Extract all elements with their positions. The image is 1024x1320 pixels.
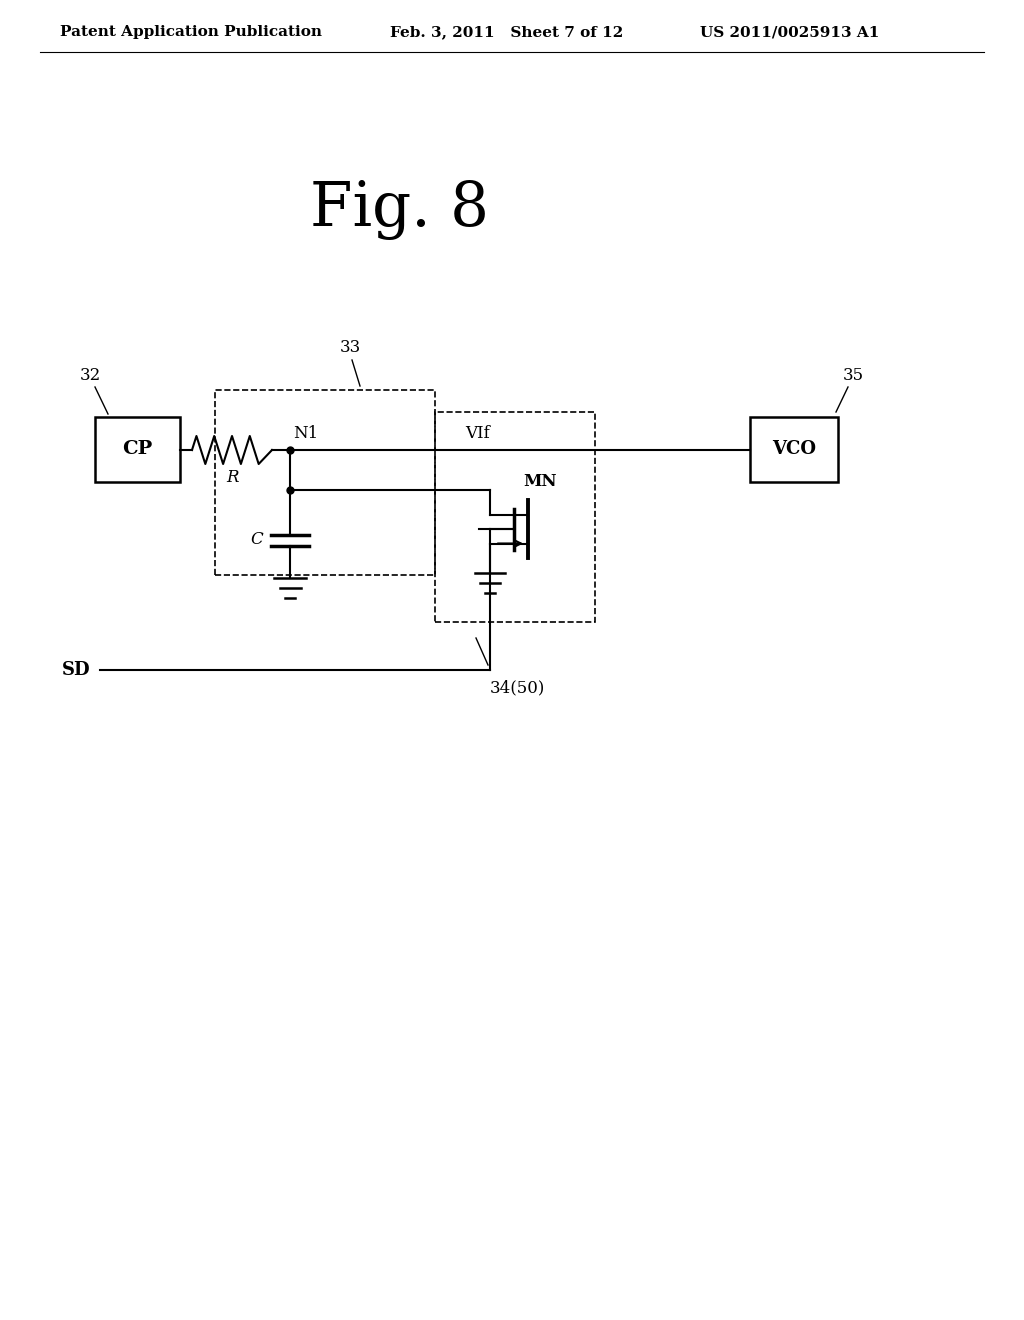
Text: Fig. 8: Fig. 8 bbox=[310, 180, 489, 240]
Text: VIf: VIf bbox=[465, 425, 489, 441]
Text: CP: CP bbox=[123, 441, 153, 458]
Text: 34(50): 34(50) bbox=[490, 680, 546, 697]
Bar bbox=[95, 417, 180, 482]
Bar bbox=[750, 417, 838, 482]
Text: 35: 35 bbox=[843, 367, 864, 384]
Text: Patent Application Publication: Patent Application Publication bbox=[60, 25, 322, 40]
Text: R: R bbox=[225, 470, 239, 487]
Text: US 2011/0025913 A1: US 2011/0025913 A1 bbox=[700, 25, 880, 40]
Text: Feb. 3, 2011   Sheet 7 of 12: Feb. 3, 2011 Sheet 7 of 12 bbox=[390, 25, 624, 40]
Bar bbox=[215, 389, 435, 576]
Text: C: C bbox=[251, 532, 263, 549]
Text: N1: N1 bbox=[293, 425, 318, 441]
Text: VCO: VCO bbox=[772, 441, 816, 458]
Text: 33: 33 bbox=[339, 339, 360, 356]
Text: 32: 32 bbox=[80, 367, 101, 384]
Text: SD: SD bbox=[62, 661, 91, 678]
Text: MN: MN bbox=[523, 474, 557, 491]
Bar bbox=[435, 412, 595, 622]
